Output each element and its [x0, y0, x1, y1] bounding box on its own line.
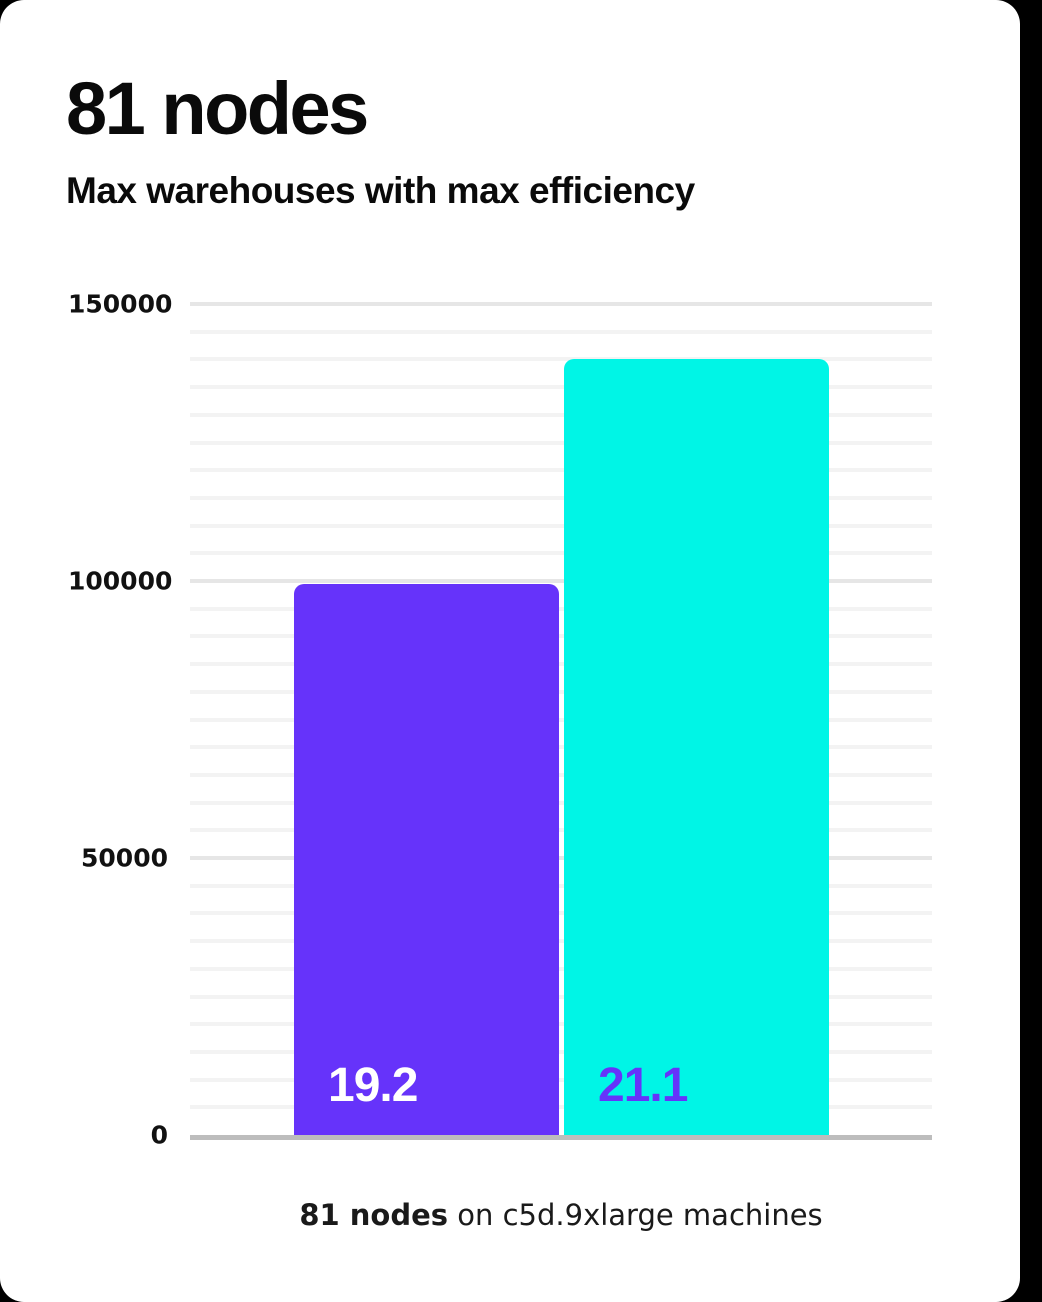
gridline-minor [190, 634, 932, 639]
gridline-minor [190, 329, 932, 334]
page-subtitle: Max warehouses with max efficiency [66, 170, 695, 211]
chart-caption: 81 nodes on c5d.9xlarge machines [190, 1198, 932, 1232]
gridline-minor [190, 495, 932, 500]
gridline-minor [190, 1022, 932, 1027]
gridline-minor [190, 440, 932, 445]
gridline-minor [190, 939, 932, 944]
gridline-minor [190, 772, 932, 777]
gridline-minor [190, 412, 932, 417]
bar-value-label: 21.1 [598, 1058, 688, 1112]
gridline-minor [190, 1105, 932, 1110]
y-tick-label: 0 [150, 1120, 168, 1150]
gridline-minor [190, 689, 932, 694]
gridline-minor [190, 385, 932, 390]
gridline-minor [190, 800, 932, 805]
bar-value-label: 19.2 [328, 1058, 418, 1112]
gridline-major [190, 856, 932, 860]
gridline-minor [190, 745, 932, 750]
gridline-major [190, 579, 932, 583]
chart-card: 81 nodes Max warehouses with max efficie… [0, 0, 1020, 1302]
y-tick-label: 150000 [68, 289, 173, 319]
gridline-minor [190, 606, 932, 611]
gridline-minor [190, 1077, 932, 1082]
y-tick-label: 100000 [68, 566, 173, 596]
gridline-minor [190, 911, 932, 916]
gridline-major [190, 302, 932, 306]
bar-0: 19.2 [294, 583, 559, 1135]
bar-1: 21.1 [564, 359, 829, 1135]
gridline-minor [190, 717, 932, 722]
gridline-minor [190, 994, 932, 999]
gridline-minor [190, 551, 932, 556]
y-tick-label: 50000 [81, 843, 168, 873]
gridline-minor [190, 828, 932, 833]
x-axis-line [190, 1135, 932, 1140]
gridline-minor [190, 883, 932, 888]
bar-chart-plot-area: 0 50000 100000 150000 19.2 21.1 [68, 289, 932, 1150]
gridline-minor [190, 357, 932, 362]
caption-bold-text: 81 nodes [299, 1198, 449, 1232]
page-title: 81 nodes [66, 67, 369, 150]
gridline-minor [190, 966, 932, 971]
caption-regular-text: on c5d.9xlarge machines [448, 1198, 823, 1232]
gridline-minor [190, 523, 932, 528]
gridline-minor [190, 662, 932, 667]
gridline-minor [190, 1049, 932, 1054]
gridline-minor [190, 468, 932, 473]
